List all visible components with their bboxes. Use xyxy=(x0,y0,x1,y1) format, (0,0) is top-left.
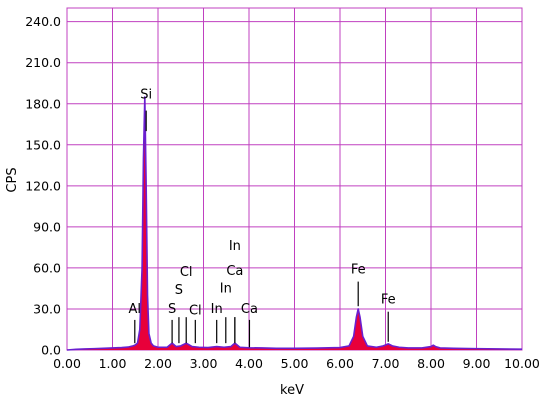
peak-label: Ca xyxy=(241,302,258,317)
x-tick-label: 2.00 xyxy=(144,356,172,371)
peak-label: In xyxy=(229,239,241,254)
peak-label: In xyxy=(220,282,232,297)
peak-label: S xyxy=(175,283,183,298)
y-tick-label: 30.0 xyxy=(33,301,61,316)
peak-label: Fe xyxy=(381,292,396,307)
x-tick-label: 7.00 xyxy=(372,356,400,371)
peak-label: Ca xyxy=(226,264,243,279)
peak-label: In xyxy=(211,302,223,317)
peak-label: Al xyxy=(129,302,142,317)
x-tick-label: 4.00 xyxy=(235,356,263,371)
x-tick-label: 5.00 xyxy=(281,356,309,371)
x-tick-label: 10.00 xyxy=(504,356,540,371)
x-tick-label: 6.00 xyxy=(326,356,354,371)
spectrum-line xyxy=(66,96,523,351)
y-tick-label: 60.0 xyxy=(33,260,61,275)
y-tick-label: 150.0 xyxy=(25,137,61,152)
x-tick-label: 8.00 xyxy=(417,356,445,371)
peak-label: Cl xyxy=(189,303,202,318)
peak-label: Si xyxy=(140,87,152,102)
annotation-layer: Si Al SS Cl Cl In In Ca In Ca Fe Fe xyxy=(129,87,396,348)
y-tick-label: 90.0 xyxy=(33,219,61,234)
y-axis-title: CPS xyxy=(5,167,20,192)
peak-label: S xyxy=(168,302,176,317)
x-tick-label: 0.00 xyxy=(53,356,81,371)
x-tick-label: 3.00 xyxy=(190,356,218,371)
x-axis-title: keV xyxy=(280,383,304,398)
series-layer xyxy=(66,96,523,351)
axis-layer: 0.00 1.00 2.00 3.00 4.00 5.00 6.00 7.00 8.00 9.00… xyxy=(25,14,540,371)
y-tick-label: 240.0 xyxy=(25,14,61,29)
y-tick-label: 0.0 xyxy=(41,343,61,358)
peak-label: Cl xyxy=(180,265,193,280)
y-tick-label: 120.0 xyxy=(25,178,61,193)
x-tick-label: 9.00 xyxy=(463,356,491,371)
peak-label: Fe xyxy=(351,262,366,277)
grid-layer xyxy=(66,7,523,351)
y-tick-label: 210.0 xyxy=(25,55,61,70)
x-tick-label: 1.00 xyxy=(99,356,127,371)
y-tick-label: 180.0 xyxy=(25,96,61,111)
